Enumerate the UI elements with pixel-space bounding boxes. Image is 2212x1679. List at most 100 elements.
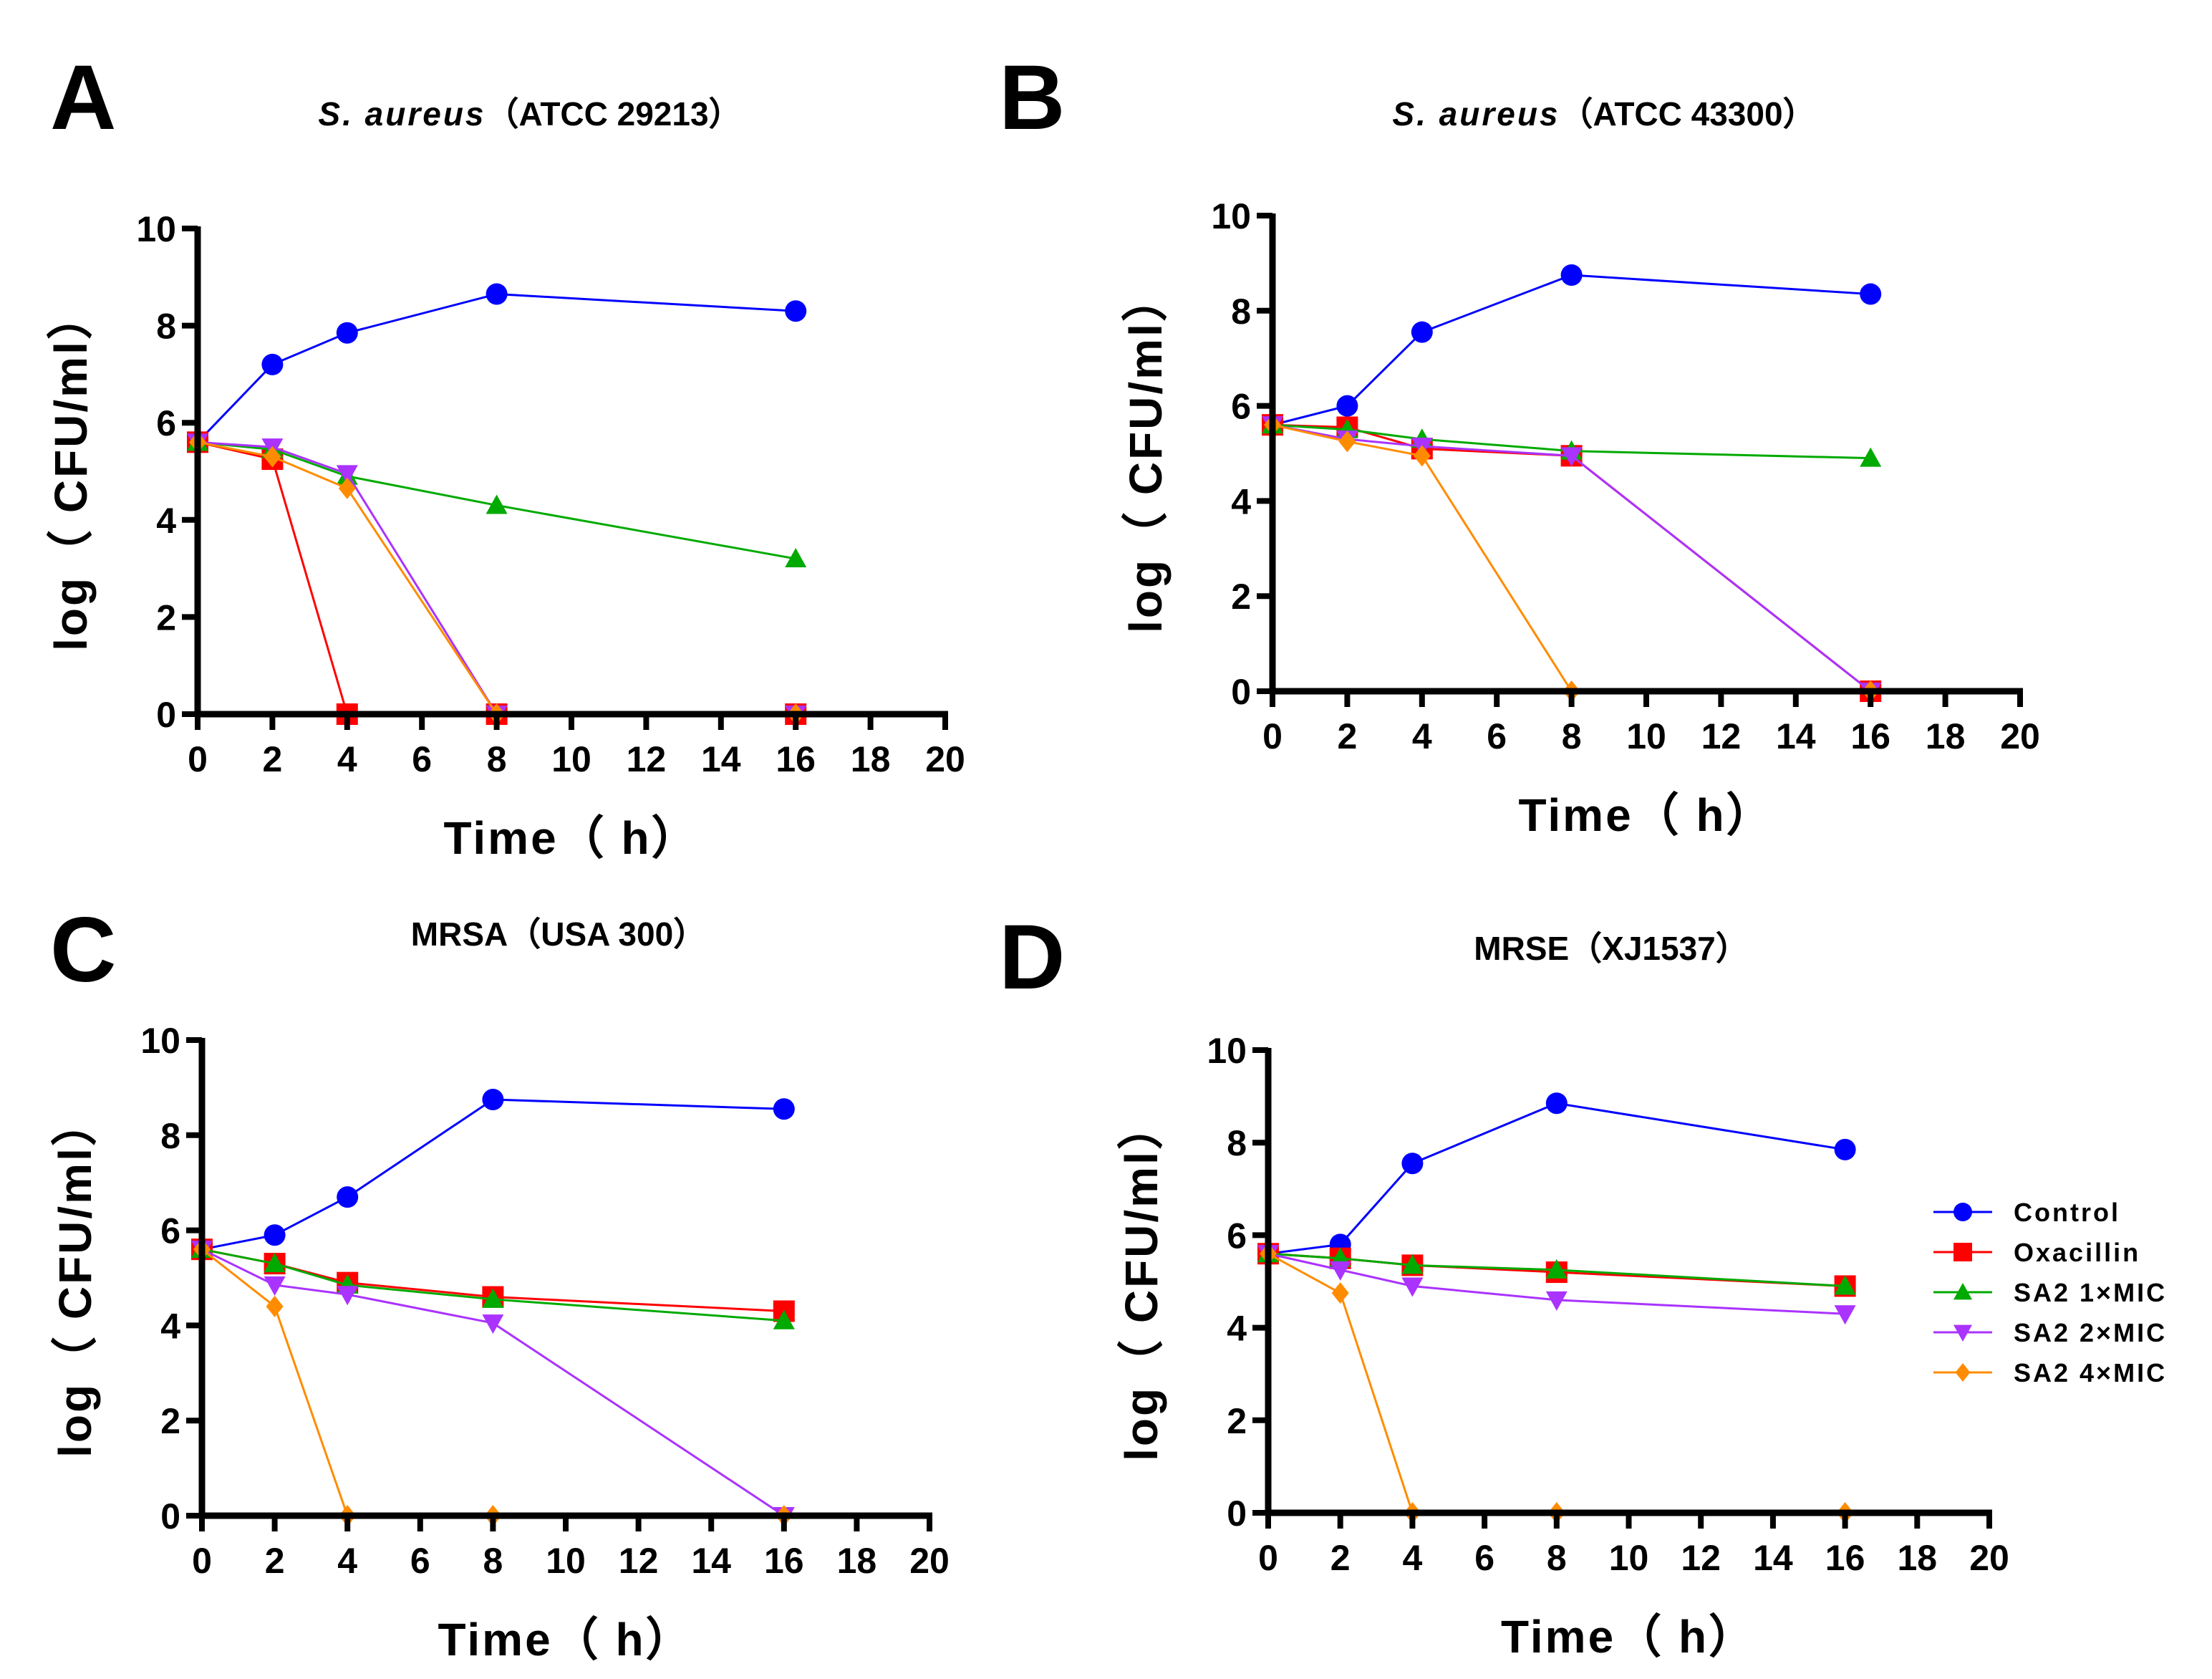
x-tick-label: 4 bbox=[337, 739, 357, 779]
series-sa2-1-mic bbox=[187, 431, 807, 568]
x-tick-label: 20 bbox=[925, 739, 965, 779]
y-tick-label: 6 bbox=[156, 403, 176, 443]
y-tick-label: 8 bbox=[1231, 292, 1251, 332]
x-tick-label: 0 bbox=[188, 739, 208, 779]
x-tick-label: 6 bbox=[1487, 716, 1507, 756]
series-control bbox=[1262, 264, 1882, 436]
panel-letter: C bbox=[50, 899, 116, 1001]
x-tick-label: 4 bbox=[1412, 716, 1432, 756]
panel-a: A S. aureus（ATCC 29213） 0 2 4 6 8 10 0 2 4 6 8 10 12 14… bbox=[45, 47, 965, 864]
y-tick-label: 0 bbox=[156, 695, 176, 735]
series-line bbox=[1272, 274, 1871, 426]
y-axis-label: log（ CFU/ml） bbox=[1120, 274, 1172, 633]
x-tick-label: 6 bbox=[412, 739, 432, 779]
data-point bbox=[1834, 1275, 1856, 1295]
x-tick-label: 12 bbox=[619, 1541, 659, 1581]
legend-item: Oxacillin bbox=[1933, 1238, 2140, 1267]
data-point bbox=[337, 1286, 359, 1306]
series-sa2-4-mic bbox=[1260, 1243, 1854, 1524]
series-sa2-2-mic bbox=[1262, 416, 1882, 702]
y-axis-label: log（ CFU/ml） bbox=[45, 292, 97, 651]
y-tick-label: 0 bbox=[1227, 1493, 1247, 1534]
y-tick-label: 4 bbox=[156, 501, 176, 541]
legend-marker bbox=[1955, 1363, 1971, 1382]
title-species: S. aureus bbox=[1392, 95, 1560, 133]
data-point bbox=[1860, 283, 1882, 305]
data-point bbox=[264, 1224, 286, 1246]
x-tick-label: 12 bbox=[627, 739, 667, 779]
y-tick-label: 2 bbox=[156, 597, 176, 638]
x-tick-label: 8 bbox=[1547, 1538, 1567, 1578]
y-tick-label: 0 bbox=[160, 1496, 180, 1536]
x-tick-label: 16 bbox=[776, 739, 816, 779]
title-strain: （ATCC 43300） bbox=[1560, 95, 1816, 133]
data-point bbox=[266, 1295, 284, 1317]
y-tick-label: 0 bbox=[1231, 672, 1251, 712]
x-tick-label: 20 bbox=[909, 1541, 950, 1581]
series-sa2-4-mic bbox=[193, 1238, 793, 1526]
legend-marker bbox=[1953, 1324, 1972, 1342]
x-tick-label: 18 bbox=[837, 1541, 877, 1581]
data-point bbox=[1401, 1277, 1424, 1297]
data-point bbox=[773, 1098, 795, 1120]
y-tick-label: 10 bbox=[1207, 1031, 1247, 1071]
panel-b: B S. aureus（ATCC 43300） 0 2 4 6 8 10 0 2 4 6 8 10 12 14… bbox=[999, 47, 2040, 841]
legend-item: SA2 1×MIC bbox=[1933, 1278, 2167, 1307]
data-point bbox=[264, 1253, 286, 1273]
x-tick-label: 18 bbox=[851, 739, 891, 779]
series-control bbox=[187, 283, 807, 453]
data-point bbox=[1336, 395, 1358, 417]
panel-title: MRSE（XJ1537） bbox=[1474, 930, 1749, 967]
data-point bbox=[336, 322, 358, 344]
legend-label: Oxacillin bbox=[2014, 1238, 2140, 1267]
data-point bbox=[338, 477, 356, 499]
data-point bbox=[1860, 447, 1882, 467]
y-tick-label: 4 bbox=[1227, 1309, 1247, 1349]
data-point bbox=[1834, 1138, 1856, 1160]
series-line bbox=[196, 293, 796, 443]
x-axis-label: Time（ h） bbox=[443, 812, 699, 864]
legend: Control Oxacillin SA2 1×MIC SA2 2×MIC SA2 4×… bbox=[1933, 1198, 2167, 1387]
x-tick-label: 16 bbox=[764, 1541, 804, 1581]
x-tick-label: 14 bbox=[691, 1541, 731, 1581]
legend-item: SA2 4×MIC bbox=[1933, 1358, 2167, 1387]
data-point bbox=[773, 1309, 795, 1329]
title-strain: （ATCC 29213） bbox=[486, 95, 742, 133]
y-tick-label: 10 bbox=[136, 209, 176, 249]
x-tick-label: 18 bbox=[1926, 716, 1966, 756]
y-tick-label: 8 bbox=[1227, 1123, 1247, 1163]
x-tick-label: 12 bbox=[1701, 716, 1742, 756]
data-point bbox=[337, 1186, 359, 1208]
legend-label: SA2 1×MIC bbox=[2014, 1278, 2167, 1307]
x-axis-label: Time（ h） bbox=[1518, 789, 1774, 841]
data-point bbox=[1411, 321, 1433, 343]
series-line bbox=[197, 441, 796, 716]
data-point bbox=[1338, 430, 1356, 453]
x-tick-label: 8 bbox=[1562, 716, 1582, 756]
legend-marker bbox=[1953, 1243, 1972, 1261]
y-tick-label: 6 bbox=[1227, 1216, 1247, 1256]
x-tick-label: 2 bbox=[262, 739, 282, 779]
data-point bbox=[486, 494, 508, 514]
x-tick-label: 0 bbox=[192, 1541, 212, 1581]
x-axis-label: Time（ h） bbox=[438, 1614, 693, 1665]
y-tick-label: 6 bbox=[1231, 387, 1251, 427]
series-sa2-2-mic bbox=[191, 1241, 795, 1526]
series-line bbox=[201, 1248, 784, 1322]
y-tick-label: 4 bbox=[1231, 481, 1251, 521]
x-tick-label: 16 bbox=[1825, 1538, 1865, 1578]
legend-marker bbox=[1953, 1203, 1972, 1221]
panel-letter: D bbox=[999, 906, 1065, 1009]
x-tick-label: 0 bbox=[1258, 1538, 1278, 1578]
data-point bbox=[1560, 264, 1583, 286]
legend-label: SA2 4×MIC bbox=[2014, 1358, 2167, 1387]
x-tick-label: 0 bbox=[1262, 716, 1283, 756]
legend-marker bbox=[1953, 1283, 1972, 1300]
series-line bbox=[197, 441, 796, 716]
data-point bbox=[482, 1314, 504, 1334]
title-species: S. aureus bbox=[318, 95, 486, 133]
panel-letter: A bbox=[50, 47, 116, 149]
y-tick-label: 8 bbox=[160, 1116, 180, 1156]
y-axis-label: log（ CFU/ml） bbox=[49, 1098, 101, 1458]
